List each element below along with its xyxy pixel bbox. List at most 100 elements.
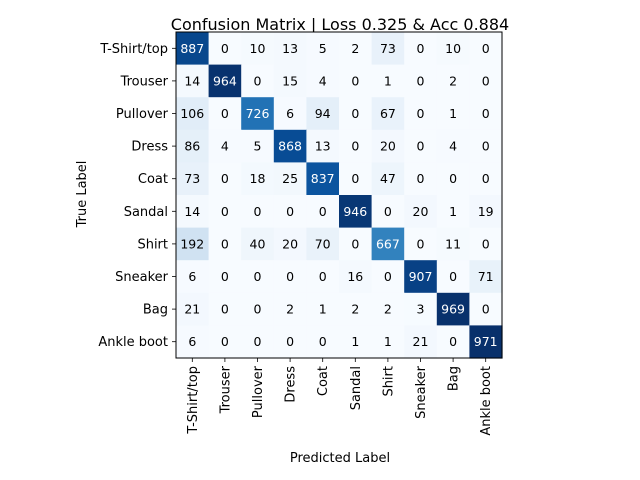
cell-value-label: 40 (250, 236, 266, 251)
heatmap-cell (469, 325, 503, 359)
cell-value-label: 71 (478, 269, 494, 284)
heatmap-cell (176, 325, 210, 359)
heatmap-cell (273, 227, 307, 261)
heatmap-cell (273, 162, 307, 196)
cell-value-label: 10 (445, 41, 461, 56)
heatmap-cell (339, 64, 373, 98)
heatmap-cell (404, 129, 438, 163)
heatmap-cell (208, 64, 242, 98)
heatmap-cell (208, 32, 242, 66)
cell-value-label: 0 (221, 302, 229, 317)
cell-value-label: 0 (417, 236, 425, 251)
heatmap-cell (371, 325, 405, 359)
heatmap-cell (371, 32, 405, 66)
cell-value-label: 0 (351, 73, 359, 88)
cell-value-label: 0 (449, 269, 457, 284)
cell-value-label: 0 (449, 334, 457, 349)
heatmap-cell (339, 227, 373, 261)
heatmap-cell (371, 227, 405, 261)
cell-value-label: 0 (482, 171, 490, 186)
heatmap-cell (436, 325, 470, 359)
cell-value-label: 0 (319, 204, 327, 219)
cell-value-label: 0 (417, 171, 425, 186)
chart-title: Confusion Matrix | Loss 0.325 & Acc 0.88… (171, 15, 509, 34)
cell-value-label: 15 (282, 73, 298, 88)
heatmap-cell (404, 195, 438, 229)
cell-value-label: 6 (188, 269, 196, 284)
cell-value-label: 1 (384, 334, 392, 349)
heatmap-cell (208, 227, 242, 261)
cell-value-label: 0 (254, 204, 262, 219)
x-tick-label: Sandal (349, 366, 364, 410)
heatmap-cell (371, 97, 405, 131)
cell-value-label: 0 (482, 236, 490, 251)
heatmap-cell (241, 227, 275, 261)
y-tick-label: Pullover (116, 107, 169, 122)
heatmap-cell (436, 227, 470, 261)
heatmap-cell (273, 97, 307, 131)
x-tick-label: T-Shirt/top (186, 366, 201, 435)
heatmap-cell (176, 162, 210, 196)
cell-value-label: 18 (250, 171, 266, 186)
heatmap-cell (436, 260, 470, 294)
y-axis-label: True Label (75, 161, 90, 229)
cell-value-label: 969 (441, 302, 465, 317)
cell-value-label: 964 (213, 73, 237, 88)
heatmap-cell (306, 195, 340, 229)
heatmap-cell (436, 32, 470, 66)
cell-value-label: 0 (319, 334, 327, 349)
cell-value-label: 0 (482, 41, 490, 56)
cell-value-label: 20 (380, 139, 396, 154)
x-tick-label: Sneaker (414, 365, 429, 419)
cell-value-label: 47 (380, 171, 396, 186)
cell-value-label: 0 (482, 73, 490, 88)
heatmap-cell (176, 195, 210, 229)
cell-value-label: 971 (474, 334, 498, 349)
y-tick-label: Trouser (120, 74, 169, 89)
cell-value-label: 14 (184, 204, 200, 219)
heatmap-cell (371, 129, 405, 163)
cell-value-label: 887 (180, 41, 204, 56)
cell-value-label: 0 (221, 204, 229, 219)
cell-value-label: 73 (380, 41, 396, 56)
heatmap-cell (306, 260, 340, 294)
heatmap-cell (469, 64, 503, 98)
cell-value-label: 4 (221, 139, 229, 154)
heatmap-cell (339, 32, 373, 66)
heatmap-cell (469, 195, 503, 229)
heatmap-cell (306, 64, 340, 98)
x-tick-label: Shirt (381, 366, 396, 397)
x-axis-ticks: T-Shirt/top Trouser Pullover Dress Coat Sanda… (186, 358, 494, 436)
y-tick-label: Bag (143, 303, 168, 318)
cell-value-label: 907 (409, 269, 433, 284)
heatmap-cell (208, 260, 242, 294)
heatmap-cell (404, 292, 438, 326)
cell-value-label: 0 (221, 171, 229, 186)
heatmap-cell (339, 325, 373, 359)
heatmap-cell (208, 162, 242, 196)
cell-value-label: 21 (184, 302, 200, 317)
heatmap-cell (404, 227, 438, 261)
cell-value-label: 1 (319, 302, 327, 317)
cell-value-label: 837 (311, 171, 335, 186)
cell-value-label: 0 (286, 334, 294, 349)
heatmap-cell (436, 129, 470, 163)
heatmap-cell (306, 162, 340, 196)
cell-value-label: 2 (351, 41, 359, 56)
cell-value-label: 1 (351, 334, 359, 349)
heatmap-cell (176, 292, 210, 326)
x-tick-label: Dress (284, 366, 299, 403)
cell-value-label: 0 (351, 171, 359, 186)
heatmap-cell (404, 97, 438, 131)
cell-value-label: 5 (319, 41, 327, 56)
heatmap-cell (436, 195, 470, 229)
heatmap-cell (273, 260, 307, 294)
x-tick-label: Pullover (251, 365, 266, 418)
cell-value-label: 2 (384, 302, 392, 317)
heatmap-cell (208, 195, 242, 229)
heatmap-cell (404, 32, 438, 66)
heatmap-cell (273, 64, 307, 98)
plot-frame (175, 31, 503, 359)
heatmap-cell (306, 129, 340, 163)
